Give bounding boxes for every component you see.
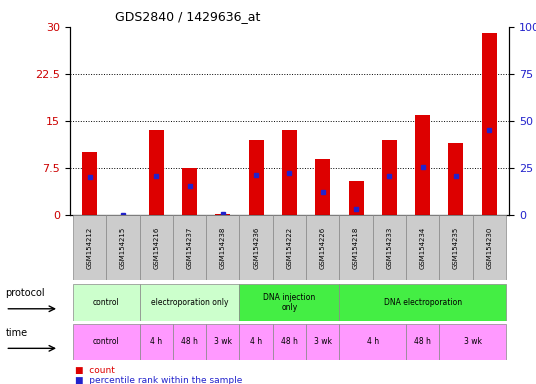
Text: 48 h: 48 h	[414, 338, 431, 346]
Bar	[139, 324, 173, 360]
Bar	[373, 215, 406, 280]
Text: 3 wk: 3 wk	[214, 338, 232, 346]
Bar	[73, 215, 106, 280]
Bar	[182, 168, 197, 215]
Text: GSM154215: GSM154215	[120, 227, 126, 269]
Bar	[306, 324, 339, 360]
Bar	[240, 324, 273, 360]
Bar	[282, 131, 297, 215]
Text: 3 wk: 3 wk	[314, 338, 332, 346]
Bar	[348, 180, 363, 215]
Text: 4 h: 4 h	[250, 338, 262, 346]
Text: 3 wk: 3 wk	[464, 338, 481, 346]
Text: GSM154234: GSM154234	[420, 227, 426, 269]
Bar	[173, 215, 206, 280]
Bar	[73, 284, 139, 321]
Text: GSM154237: GSM154237	[187, 227, 192, 269]
Text: GSM154216: GSM154216	[153, 227, 159, 269]
Text: protocol: protocol	[5, 288, 45, 298]
Bar	[206, 324, 240, 360]
Bar	[149, 131, 163, 215]
Text: DNA injection
only: DNA injection only	[263, 293, 316, 312]
Bar	[240, 284, 339, 321]
Bar	[440, 215, 473, 280]
Bar	[473, 215, 506, 280]
Bar	[215, 214, 230, 215]
Bar	[339, 215, 373, 280]
Text: 4 h: 4 h	[367, 338, 379, 346]
Text: GDS2840 / 1429636_at: GDS2840 / 1429636_at	[115, 10, 260, 23]
Text: ■  count: ■ count	[75, 366, 115, 375]
Bar	[449, 143, 464, 215]
Bar	[173, 324, 206, 360]
Bar	[406, 324, 440, 360]
Text: GSM154233: GSM154233	[386, 227, 392, 269]
Text: 4 h: 4 h	[150, 338, 162, 346]
Bar	[406, 215, 440, 280]
Text: ■  percentile rank within the sample: ■ percentile rank within the sample	[75, 376, 242, 384]
Text: GSM154235: GSM154235	[453, 227, 459, 269]
Bar	[139, 284, 240, 321]
Text: GSM154238: GSM154238	[220, 227, 226, 269]
Text: GSM154218: GSM154218	[353, 227, 359, 269]
Text: GSM154226: GSM154226	[320, 227, 326, 269]
Text: GSM154222: GSM154222	[286, 227, 293, 269]
Text: time: time	[5, 328, 27, 338]
Text: GSM154230: GSM154230	[486, 227, 492, 269]
Bar	[306, 215, 339, 280]
Bar	[273, 215, 306, 280]
Bar	[440, 324, 506, 360]
Text: 48 h: 48 h	[281, 338, 298, 346]
Text: GSM154212: GSM154212	[87, 227, 93, 269]
Bar	[82, 152, 97, 215]
Bar	[415, 115, 430, 215]
Text: GSM154236: GSM154236	[253, 227, 259, 269]
Bar	[73, 324, 139, 360]
Bar	[249, 140, 264, 215]
Bar	[315, 159, 330, 215]
Bar	[240, 215, 273, 280]
Text: control: control	[93, 338, 120, 346]
Bar	[339, 324, 406, 360]
Text: control: control	[93, 298, 120, 307]
Bar	[339, 284, 506, 321]
Text: DNA electroporation: DNA electroporation	[384, 298, 461, 307]
Bar	[106, 215, 139, 280]
Bar	[273, 324, 306, 360]
Bar	[482, 33, 497, 215]
Text: electroporation only: electroporation only	[151, 298, 228, 307]
Text: 48 h: 48 h	[181, 338, 198, 346]
Bar	[206, 215, 240, 280]
Bar	[139, 215, 173, 280]
Bar	[382, 140, 397, 215]
